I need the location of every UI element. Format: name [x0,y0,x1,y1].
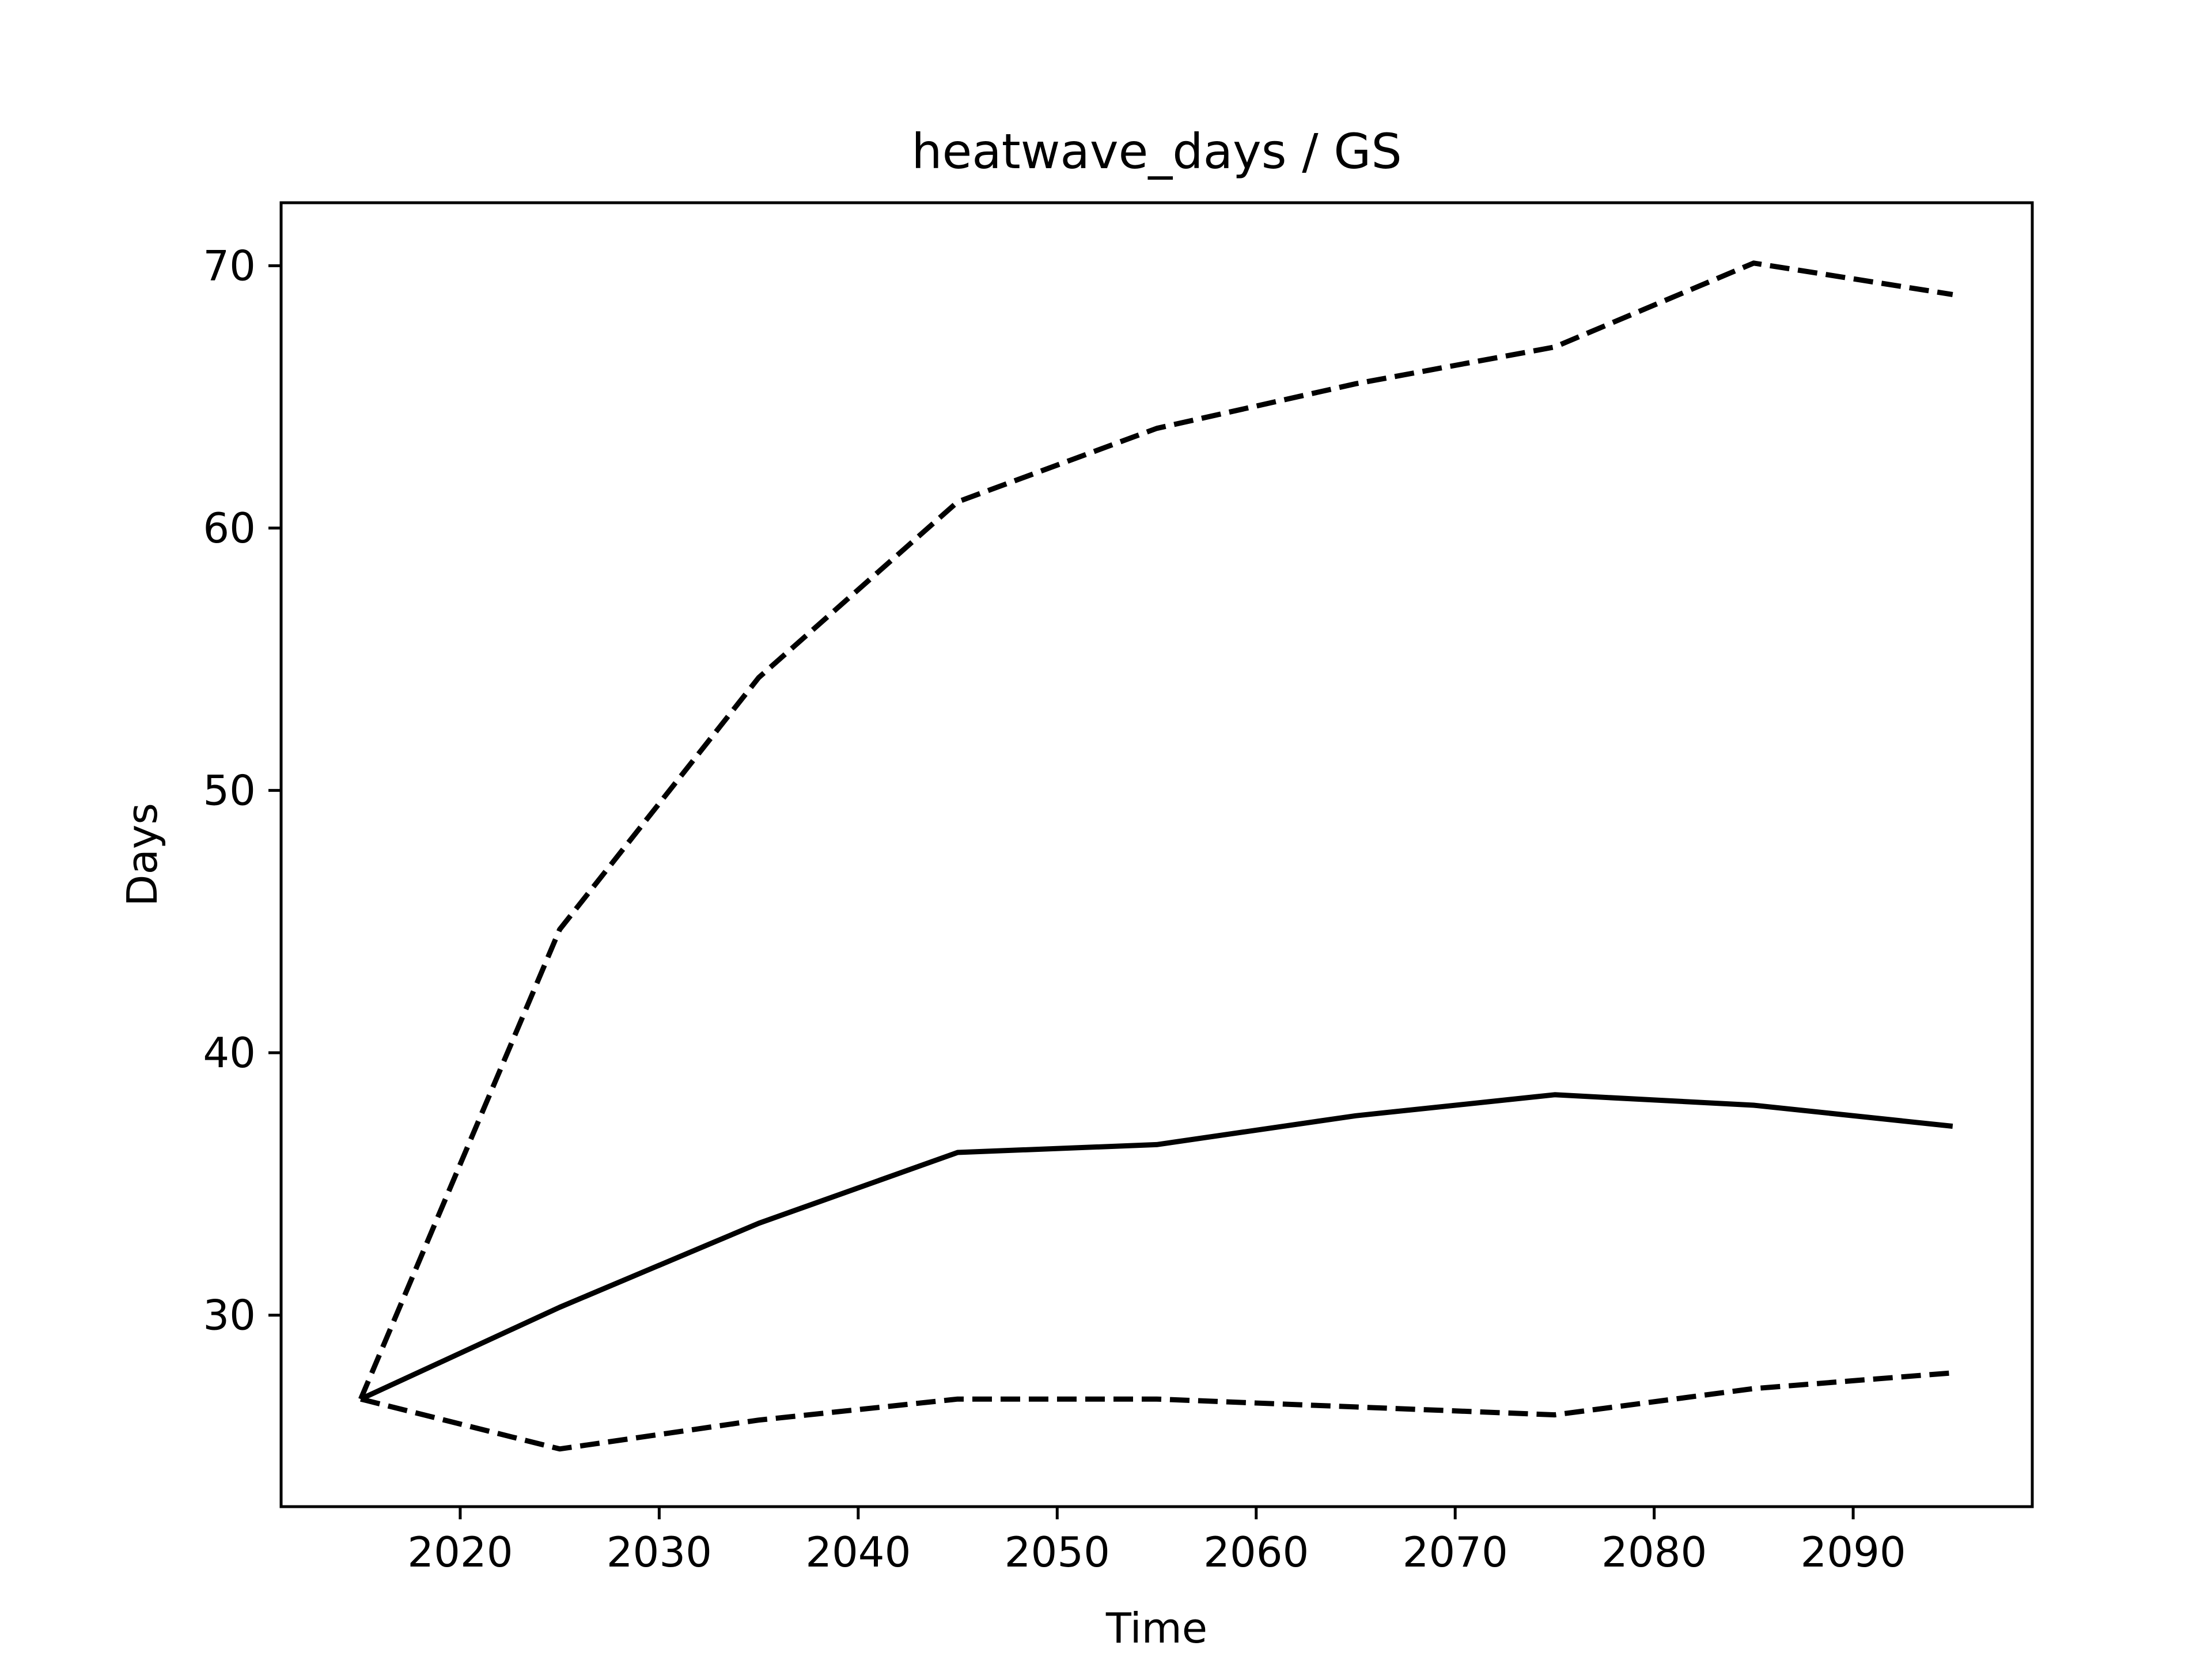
dashed-series-line-1 [358,260,1953,1400]
x-tick-label: 2060 [1203,1528,1309,1576]
dashed-series-line-3 [360,1370,1953,1452]
x-tick-label: 2030 [607,1528,712,1576]
y-tick-label: 50 [203,766,256,814]
x-axis-label: Time [1105,1604,1207,1652]
x-tick-label: 2020 [407,1528,513,1576]
x-tick-label: 2040 [805,1528,911,1576]
solid-series-line-2 [359,1092,1953,1402]
axes: 2020 2030 2040 2050 2060 2070 2080 2090 30 40 50 60… [203,241,1906,1576]
y-tick-label: 30 [203,1291,256,1339]
x-tick-label: 2080 [1601,1528,1707,1576]
y-tick-label: 60 [203,504,256,552]
x-tick-label: 2090 [1800,1528,1906,1576]
x-tick-label: 2070 [1403,1528,1508,1576]
y-tick-label: 70 [203,241,256,290]
y-axis-label: Days [118,803,166,907]
series-lines [358,260,1953,1452]
chart-title: heatwave_days / GS [911,123,1402,180]
plot-frame [279,201,2034,1508]
x-tick-label: 2050 [1005,1528,1110,1576]
y-tick-label: 40 [203,1029,256,1077]
